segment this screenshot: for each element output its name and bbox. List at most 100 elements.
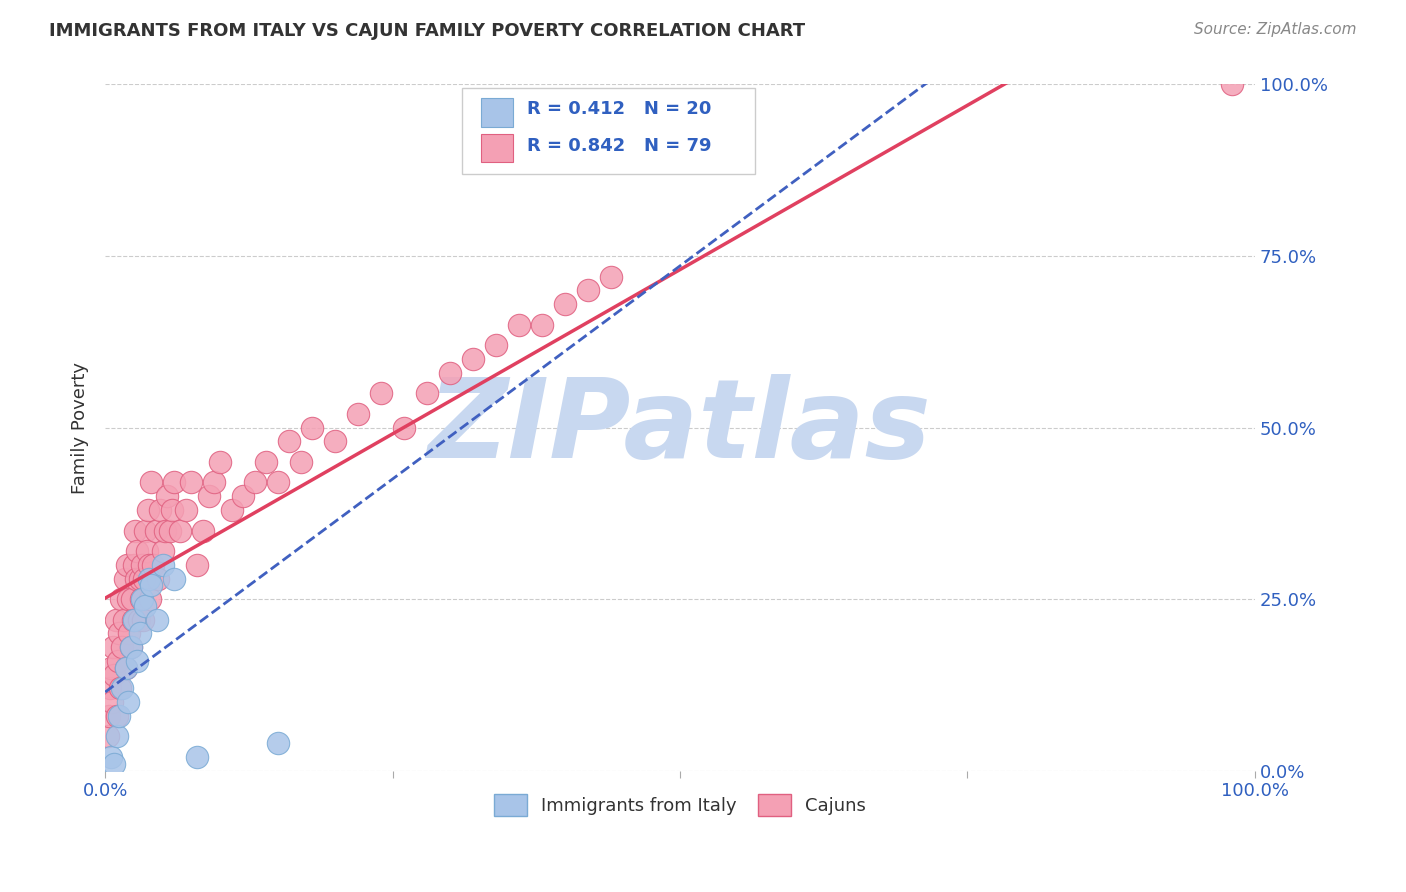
Point: [127, 544, 149, 558]
Text: R = 0.412   N = 20: R = 0.412 N = 20: [527, 101, 711, 119]
Point: [108, 681, 131, 696]
Point: [122, 558, 145, 572]
Point: [121, 592, 143, 607]
Point: [209, 455, 232, 469]
Point: [576, 283, 599, 297]
Point: [370, 386, 392, 401]
Point: [103, 756, 125, 771]
Point: [392, 420, 415, 434]
Point: [100, 750, 122, 764]
Point: [135, 544, 157, 558]
Point: [105, 730, 128, 744]
Point: [416, 386, 439, 401]
Point: [232, 489, 254, 503]
Point: [347, 407, 370, 421]
Point: [134, 524, 156, 538]
Point: [128, 572, 150, 586]
Point: [439, 366, 461, 380]
Point: [112, 613, 135, 627]
Point: [186, 750, 208, 764]
Point: [122, 613, 145, 627]
Point: [139, 592, 162, 607]
Point: [160, 503, 183, 517]
Text: IMMIGRANTS FROM ITALY VS CAJUN FAMILY POVERTY CORRELATION CHART: IMMIGRANTS FROM ITALY VS CAJUN FAMILY PO…: [49, 22, 806, 40]
FancyBboxPatch shape: [481, 134, 513, 162]
Point: [191, 524, 214, 538]
Point: [323, 434, 346, 449]
Point: [131, 592, 153, 607]
Point: [117, 592, 139, 607]
Point: [98, 681, 121, 696]
Point: [1220, 78, 1243, 92]
Point: [128, 613, 150, 627]
Y-axis label: Family Poverty: Family Poverty: [72, 361, 89, 493]
Point: [124, 524, 146, 538]
Point: [103, 640, 125, 655]
Point: [141, 578, 163, 592]
Point: [146, 572, 169, 586]
Point: [105, 708, 128, 723]
Point: [508, 318, 530, 332]
Point: [114, 572, 136, 586]
Point: [138, 558, 160, 572]
Text: ZIPatlas: ZIPatlas: [429, 374, 932, 481]
FancyBboxPatch shape: [461, 88, 755, 174]
Point: [145, 524, 167, 538]
Point: [142, 558, 165, 572]
FancyBboxPatch shape: [481, 98, 513, 127]
Point: [97, 708, 120, 723]
Legend: Immigrants from Italy, Cajuns: Immigrants from Italy, Cajuns: [486, 787, 873, 823]
Point: [117, 695, 139, 709]
Point: [278, 434, 301, 449]
Point: [174, 503, 197, 517]
Point: [163, 572, 186, 586]
Point: [132, 613, 155, 627]
Point: [118, 626, 141, 640]
Point: [163, 475, 186, 490]
Point: [156, 489, 179, 503]
Point: [600, 269, 623, 284]
Point: [146, 613, 169, 627]
Point: [120, 640, 142, 655]
Point: [131, 558, 153, 572]
Point: [186, 558, 208, 572]
Point: [531, 318, 554, 332]
Point: [254, 455, 277, 469]
Point: [111, 681, 134, 696]
Point: [485, 338, 508, 352]
Point: [111, 640, 134, 655]
Point: [120, 640, 142, 655]
Point: [266, 736, 288, 750]
Point: [100, 661, 122, 675]
Point: [108, 626, 131, 640]
Point: [136, 503, 159, 517]
Point: [266, 475, 288, 490]
Point: [243, 475, 266, 490]
Point: [96, 730, 118, 744]
Point: [141, 475, 163, 490]
Point: [134, 599, 156, 613]
Point: [121, 613, 143, 627]
Point: [129, 592, 152, 607]
Point: [290, 455, 312, 469]
Point: [128, 626, 150, 640]
Text: R = 0.842   N = 79: R = 0.842 N = 79: [527, 136, 711, 154]
Point: [138, 572, 160, 586]
Point: [221, 503, 243, 517]
Point: [152, 544, 174, 558]
Point: [107, 654, 129, 668]
Point: [134, 572, 156, 586]
Point: [169, 524, 191, 538]
Point: [153, 524, 176, 538]
Point: [104, 613, 127, 627]
Point: [101, 695, 124, 709]
Point: [125, 572, 148, 586]
Point: [127, 654, 149, 668]
Point: [554, 297, 576, 311]
Text: Source: ZipAtlas.com: Source: ZipAtlas.com: [1194, 22, 1357, 37]
Point: [115, 558, 138, 572]
Point: [115, 661, 138, 675]
Point: [103, 667, 125, 681]
Point: [110, 592, 132, 607]
Point: [115, 661, 138, 675]
